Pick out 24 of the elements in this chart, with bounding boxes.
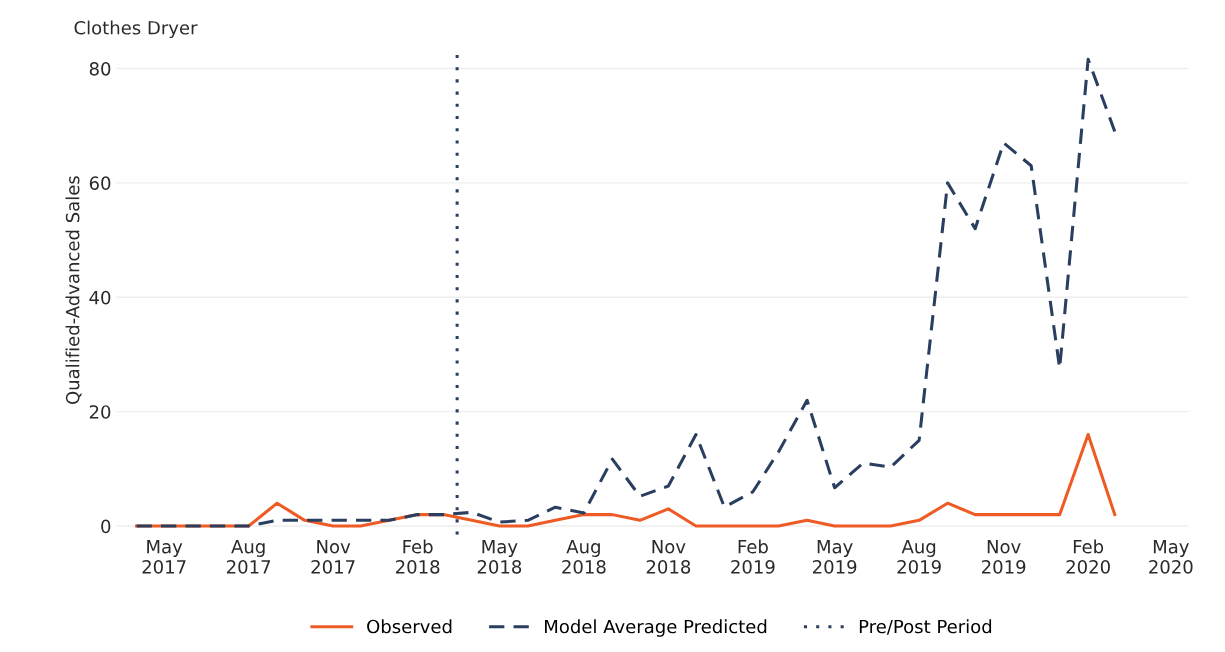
x-tick-label: Aug 2018	[562, 540, 606, 574]
x-tick-label: Nov 2018	[646, 540, 691, 574]
y-axis-title: Qualified-Advanced Sales	[65, 176, 82, 405]
y-tick-label: 60	[89, 176, 111, 191]
y-tick-label: 20	[89, 405, 111, 419]
legend-label: Observed	[367, 619, 452, 634]
y-tick-label: 40	[89, 290, 111, 305]
x-tick-label: May 2020	[1149, 540, 1193, 574]
y-tick-label: 0	[101, 519, 111, 534]
x-tick-label: May 2018	[477, 540, 522, 574]
x-tick-label: May 2017	[142, 540, 186, 574]
line-series	[135, 57, 1117, 528]
x-tick-label: Feb 2018	[395, 539, 440, 574]
legend-label: Pre/Post Period	[859, 619, 992, 635]
x-tick-label: May 2019	[812, 540, 857, 574]
x-tick-label: Nov 2017	[311, 540, 355, 574]
x-tick-label: Feb 2019	[731, 539, 775, 574]
x-tick-label: Aug 2019	[897, 540, 941, 574]
x-tick-label: Nov 2019	[981, 540, 1026, 574]
legend-label: Model Average Predicted	[545, 619, 767, 637]
y-tick-label: 80	[89, 61, 111, 76]
chart-title: Clothes Dryer	[74, 20, 198, 39]
x-tick-label: Feb 2020	[1066, 539, 1110, 574]
x-tick-label: Aug 2017	[226, 540, 271, 574]
